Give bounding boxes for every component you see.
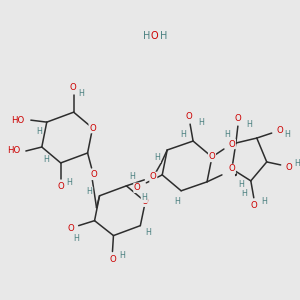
Text: H: H <box>160 31 167 40</box>
Text: H: H <box>238 180 244 189</box>
Text: H: H <box>180 130 186 139</box>
Text: O: O <box>109 255 116 264</box>
Text: HO: HO <box>11 116 24 124</box>
Text: H: H <box>261 197 267 206</box>
Text: H: H <box>241 189 247 198</box>
Text: H: H <box>224 130 230 139</box>
Text: O: O <box>229 140 235 148</box>
Text: H: H <box>74 234 80 243</box>
Text: H: H <box>154 154 160 163</box>
Text: H: H <box>146 228 151 237</box>
Text: H: H <box>129 172 135 182</box>
Text: O: O <box>250 201 257 210</box>
Text: O: O <box>90 170 97 179</box>
Text: H: H <box>295 159 300 168</box>
Text: O: O <box>235 114 241 123</box>
Text: O: O <box>229 164 235 173</box>
Text: O: O <box>89 124 96 133</box>
Text: H: H <box>119 251 125 260</box>
Text: H: H <box>141 193 147 202</box>
Text: O: O <box>227 167 234 176</box>
Text: O: O <box>150 172 157 182</box>
Text: H: H <box>246 120 252 129</box>
Text: H: H <box>43 155 49 164</box>
Text: H: H <box>198 118 204 127</box>
Text: O: O <box>57 182 64 191</box>
Text: O: O <box>67 224 74 233</box>
Text: H: H <box>79 89 85 98</box>
Text: O: O <box>134 183 141 192</box>
Text: O: O <box>208 152 215 161</box>
Text: HO: HO <box>7 146 20 155</box>
Text: H: H <box>36 127 42 136</box>
Text: H: H <box>67 178 73 187</box>
Text: H: H <box>142 31 150 40</box>
Text: O: O <box>285 164 292 172</box>
Text: H: H <box>174 197 180 206</box>
Text: O: O <box>276 126 283 135</box>
Text: H: H <box>87 187 92 196</box>
Text: O: O <box>151 31 158 40</box>
Text: O: O <box>186 112 193 121</box>
Text: O: O <box>69 83 76 92</box>
Text: H: H <box>285 130 291 139</box>
Text: O: O <box>142 197 149 206</box>
